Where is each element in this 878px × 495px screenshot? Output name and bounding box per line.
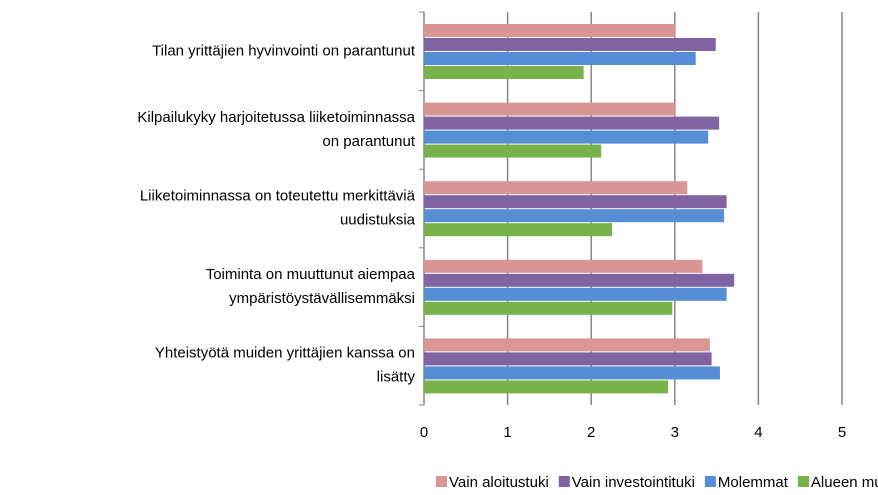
y-tick-label: Liiketoiminnassa on toteutettu merkittäv… [140, 187, 416, 228]
x-tick-label: 5 [838, 424, 846, 441]
bar [424, 273, 735, 287]
x-tick-label: 3 [671, 424, 679, 441]
bar [424, 116, 720, 130]
bar [424, 338, 710, 352]
bar [424, 287, 727, 301]
bar [424, 24, 675, 37]
bar [424, 223, 613, 237]
legend-swatch [704, 476, 716, 487]
bar [424, 144, 602, 158]
bar [424, 301, 673, 315]
bar [424, 181, 688, 195]
x-tick-label: 4 [754, 424, 762, 441]
y-tick-label: Yhteistyötä muiden yrittäjien kanssa on l… [155, 345, 416, 386]
legend-swatch [797, 476, 809, 487]
bar [424, 380, 669, 394]
y-tick-label: Kilpailukyky harjoitetussa liiketoiminna… [137, 109, 415, 150]
bar [424, 102, 675, 116]
bar [424, 259, 703, 273]
x-tick-label: 2 [587, 424, 595, 441]
legend-label: Alueen muut maatalousyrittäjät [811, 474, 878, 491]
bar [424, 52, 696, 65]
y-tick-label: Tilan yrittäjien hyvinvointi on parantun… [152, 42, 416, 59]
x-tick-label: 0 [420, 424, 428, 441]
bar [424, 352, 712, 366]
legend-swatch [558, 476, 570, 487]
legend-swatch [436, 476, 447, 487]
bar [424, 38, 716, 51]
legend-label: Molemmat [718, 474, 789, 491]
y-tick-label: Toiminta on muuttunut aiempaa ympäristöys… [206, 266, 416, 307]
bar [424, 209, 725, 223]
legend-label: Vain investointituki [572, 474, 695, 491]
x-tick-label: 1 [503, 424, 511, 441]
bar [424, 195, 727, 209]
bar [424, 130, 709, 144]
legend-label: Vain aloitustuki [449, 474, 549, 491]
bar [424, 366, 720, 380]
bar [424, 66, 584, 79]
